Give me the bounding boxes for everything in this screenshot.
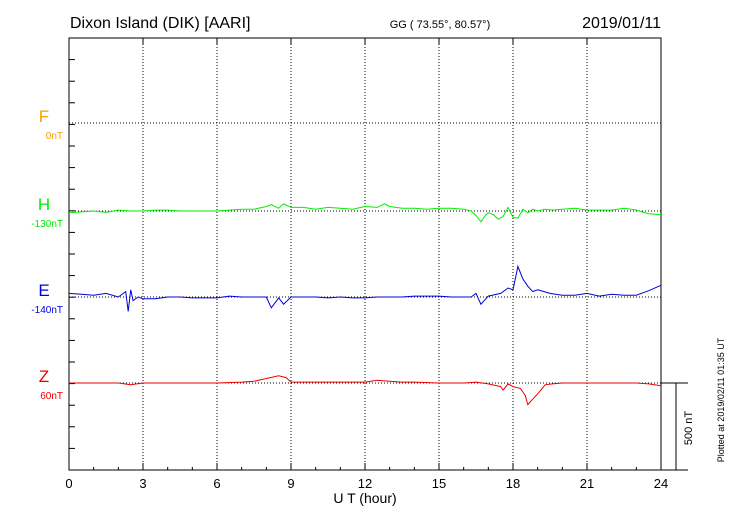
baseline-label-h: -130nT	[31, 219, 63, 230]
x-tick-label: 18	[506, 476, 520, 491]
x-tick-label: 24	[654, 476, 668, 491]
plotted-at-note: Plotted at 2019/02/11 01:35 UT	[716, 337, 726, 462]
x-tick-label: 3	[139, 476, 146, 491]
component-label-f: F	[39, 107, 49, 126]
x-axis-label: U T (hour)	[333, 490, 396, 506]
x-tick-label: 15	[432, 476, 446, 491]
x-tick-label: 21	[580, 476, 594, 491]
component-label-h: H	[38, 195, 50, 214]
baseline-label-z: 60nT	[40, 391, 63, 402]
component-label-z: Z	[39, 367, 49, 386]
chart-title-station: Dixon Island (DIK) [AARI]	[70, 15, 251, 32]
component-label-e: E	[38, 281, 49, 300]
scale-bar-label: 500 nT	[683, 411, 695, 446]
x-tick-label: 6	[213, 476, 220, 491]
x-tick-label: 12	[358, 476, 372, 491]
x-tick-label: 0	[65, 476, 72, 491]
x-tick-label: 9	[287, 476, 294, 491]
chart-title-date: 2019/01/11	[582, 15, 661, 32]
baseline-label-e: -140nT	[31, 305, 63, 316]
series-line-z	[69, 375, 662, 406]
chart-title-coordinates: GG ( 73.55°, 80.57°)	[390, 19, 491, 31]
series-line-h	[68, 203, 662, 223]
baseline-label-f: 0nT	[46, 131, 63, 142]
series-line-e	[68, 264, 662, 312]
